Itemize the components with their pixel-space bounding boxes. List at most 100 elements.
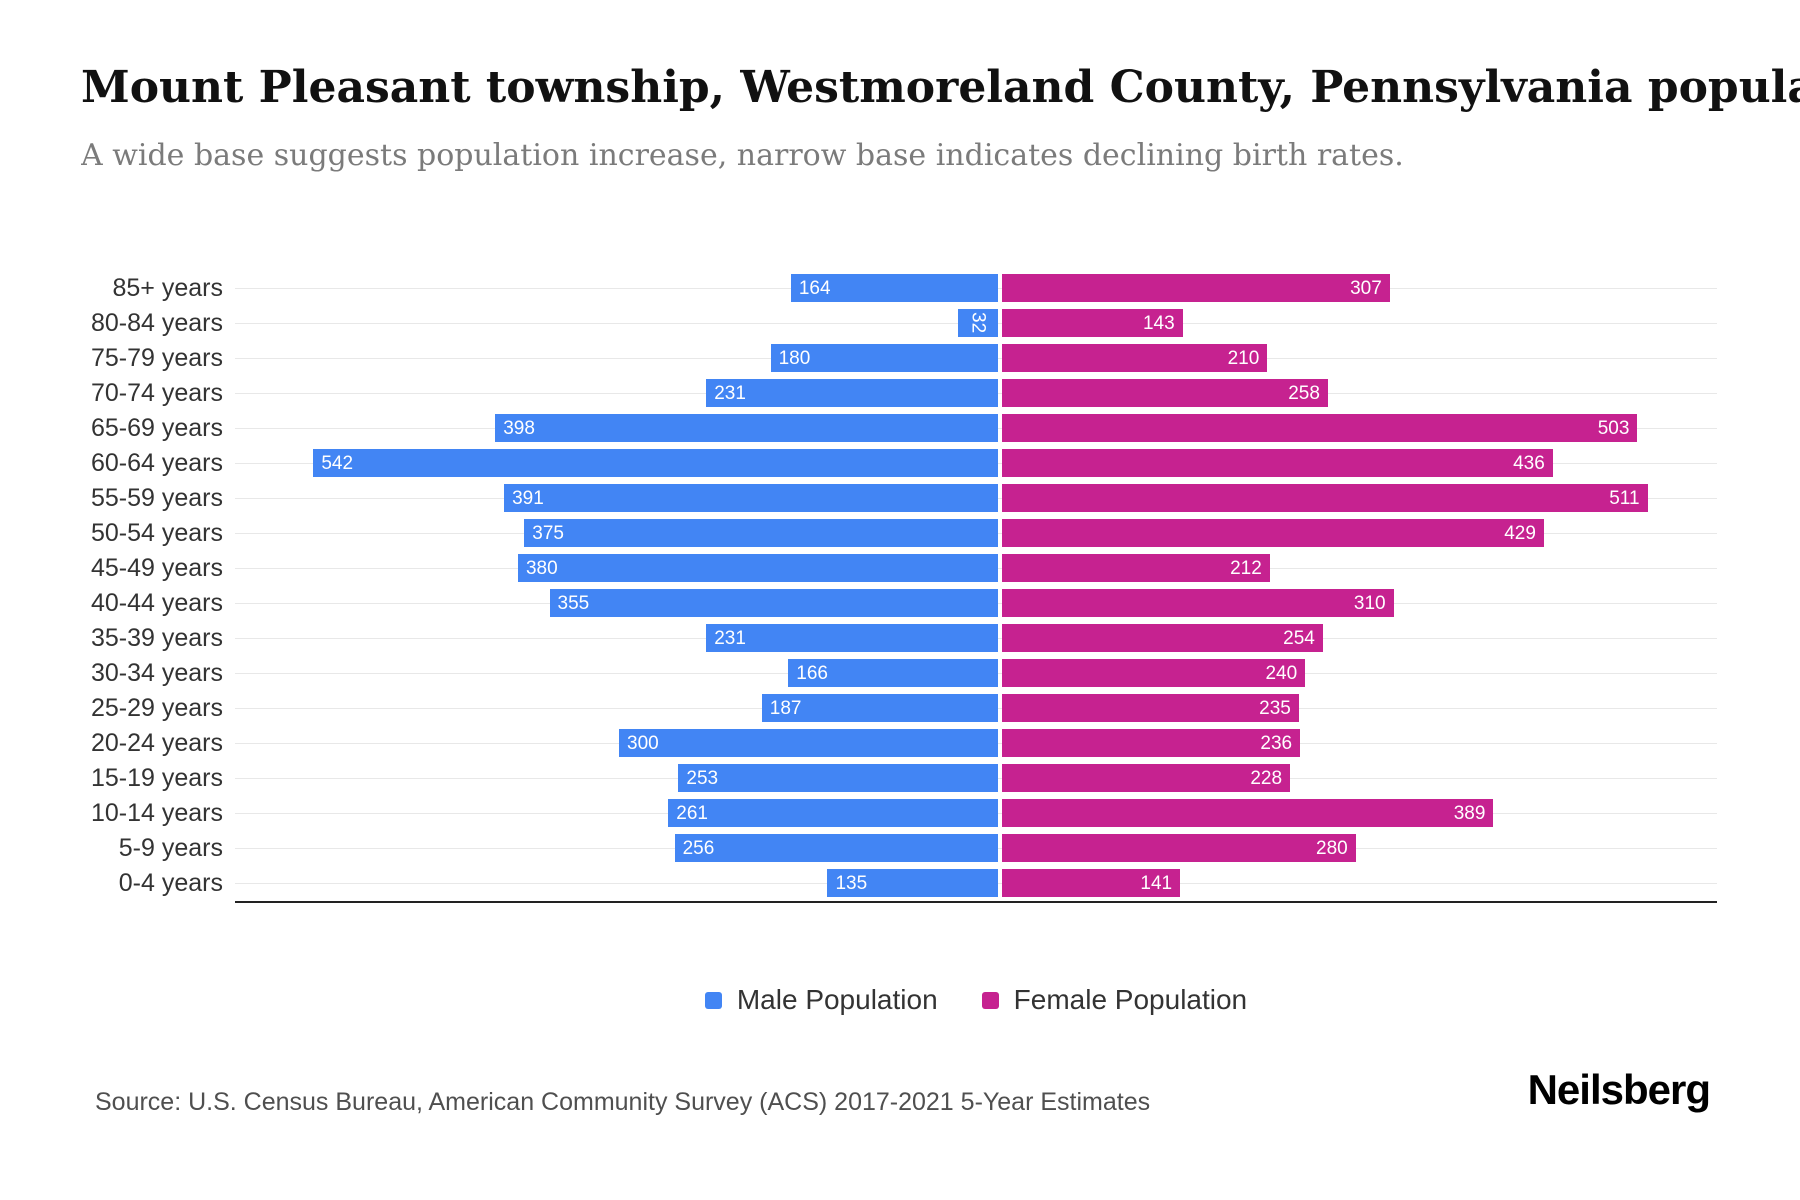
male-bar[interactable]: 542 — [313, 449, 998, 477]
male-bar[interactable]: 253 — [678, 764, 998, 792]
male-bar[interactable]: 187 — [761, 694, 998, 722]
female-bar[interactable]: 212 — [1002, 554, 1270, 582]
legend-item-female[interactable]: Female Population — [981, 984, 1247, 1016]
female-bar[interactable]: 511 — [1002, 484, 1648, 512]
male-legend-swatch-icon — [704, 991, 722, 1009]
age-group-label: 50-54 years — [90, 519, 223, 547]
row-plot-area: 187 235 — [235, 691, 1717, 726]
female-bar[interactable]: 228 — [1002, 764, 1291, 792]
male-bar[interactable]: 231 — [706, 379, 998, 407]
pyramid-row: 25-29 years 187 235 — [0, 691, 1800, 726]
pyramid-row: 60-64 years 542 436 — [0, 446, 1800, 481]
row-plot-area: 135 141 — [235, 866, 1717, 901]
pyramid-row: 75-79 years 180 210 — [0, 341, 1800, 376]
row-plot-area: 542 436 — [235, 446, 1717, 481]
row-plot-area: 231 258 — [235, 376, 1717, 411]
row-plot-area: 261 389 — [235, 796, 1717, 831]
pyramid-row: 10-14 years 261 389 — [0, 796, 1800, 831]
male-bar-value: 164 — [798, 277, 831, 299]
female-bar-value: 310 — [1353, 592, 1386, 614]
female-bar[interactable]: 436 — [1002, 449, 1553, 477]
pyramid-row: 5-9 years 256 280 — [0, 831, 1800, 866]
chart-title: Mount Pleasant township, Westmoreland Co… — [81, 62, 1800, 113]
male-bar-value: 375 — [532, 522, 564, 544]
male-bar-value: 32 — [967, 312, 989, 334]
chart-legend: Male Population Female Population — [235, 984, 1717, 1016]
female-bar[interactable]: 141 — [1002, 869, 1181, 897]
pyramid-row: 0-4 years 135 141 — [0, 866, 1800, 901]
age-group-label: 60-64 years — [90, 449, 223, 477]
male-bar[interactable]: 180 — [770, 344, 998, 372]
male-bar[interactable]: 375 — [524, 519, 998, 547]
row-plot-area: 164 307 — [235, 271, 1717, 306]
age-group-label: 70-74 years — [90, 379, 223, 407]
row-plot-area: 375 429 — [235, 516, 1717, 551]
female-bar-value: 236 — [1260, 732, 1293, 754]
legend-item-male[interactable]: Male Population — [704, 984, 938, 1016]
pyramid-row: 20-24 years 300 236 — [0, 726, 1800, 761]
female-bar[interactable]: 503 — [1002, 414, 1638, 442]
row-plot-area: 380 212 — [235, 551, 1717, 586]
female-bar[interactable]: 143 — [1002, 309, 1183, 337]
female-bar[interactable]: 235 — [1002, 694, 1299, 722]
male-bar[interactable]: 380 — [517, 554, 998, 582]
female-bar-value: 511 — [1609, 487, 1640, 509]
male-bar[interactable]: 32 — [957, 309, 998, 337]
male-bar[interactable]: 231 — [706, 624, 998, 652]
pyramid-row: 50-54 years 375 429 — [0, 516, 1800, 551]
male-bar[interactable]: 256 — [674, 834, 998, 862]
female-bar[interactable]: 258 — [1002, 379, 1328, 407]
female-bar[interactable]: 389 — [1002, 799, 1494, 827]
female-bar[interactable]: 429 — [1002, 519, 1544, 547]
male-bar[interactable]: 398 — [495, 414, 998, 442]
row-plot-area: 32 143 — [235, 306, 1717, 341]
female-bar[interactable]: 280 — [1002, 834, 1356, 862]
age-group-label: 65-69 years — [90, 414, 223, 442]
female-bar[interactable]: 307 — [1002, 274, 1390, 302]
female-bar-value: 307 — [1350, 277, 1382, 299]
male-bar[interactable]: 135 — [827, 869, 998, 897]
male-bar-value: 300 — [627, 732, 659, 754]
male-bar-value: 380 — [525, 557, 558, 579]
female-legend-swatch-icon — [981, 991, 999, 1009]
pyramid-row: 15-19 years 253 228 — [0, 761, 1800, 796]
female-bar[interactable]: 240 — [1002, 659, 1306, 687]
female-bar[interactable]: 254 — [1002, 624, 1323, 652]
female-bar-value: 143 — [1142, 312, 1175, 334]
row-plot-area: 355 310 — [235, 586, 1717, 621]
female-bar-value: 280 — [1316, 837, 1348, 859]
female-bar-value: 389 — [1453, 802, 1486, 824]
male-bar[interactable]: 391 — [504, 484, 998, 512]
male-bar-value: 391 — [512, 487, 544, 509]
neilsberg-logo: Neilsberg — [1527, 1066, 1711, 1113]
female-bar[interactable]: 310 — [1002, 589, 1394, 617]
pyramid-row: 70-74 years 231 258 — [0, 376, 1800, 411]
male-bar-value: 231 — [714, 627, 746, 649]
age-group-label: 45-49 years — [90, 554, 223, 582]
male-bar[interactable]: 261 — [668, 799, 998, 827]
male-bar[interactable]: 166 — [788, 659, 998, 687]
female-bar-value: 210 — [1227, 347, 1260, 369]
male-bar[interactable]: 355 — [549, 589, 998, 617]
pyramid-row: 40-44 years 355 310 — [0, 586, 1800, 621]
female-bar-value: 436 — [1513, 452, 1545, 474]
male-bar[interactable]: 300 — [619, 729, 998, 757]
female-bar-value: 254 — [1283, 627, 1315, 649]
age-group-label: 80-84 years — [90, 309, 223, 337]
female-bar[interactable]: 210 — [1002, 344, 1268, 372]
age-group-label: 25-29 years — [90, 694, 223, 722]
x-axis-line — [235, 901, 1717, 903]
row-plot-area: 398 503 — [235, 411, 1717, 446]
pyramid-row: 80-84 years 32 143 — [0, 306, 1800, 341]
age-group-label: 5-9 years — [118, 834, 223, 862]
male-bar-value: 187 — [769, 697, 802, 719]
female-bar-value: 258 — [1288, 382, 1320, 404]
female-bar-value: 503 — [1597, 417, 1630, 439]
age-group-label: 40-44 years — [90, 589, 223, 617]
female-bar[interactable]: 236 — [1002, 729, 1301, 757]
male-bar-value: 253 — [686, 767, 719, 789]
age-group-label: 0-4 years — [118, 869, 223, 897]
row-plot-area: 300 236 — [235, 726, 1717, 761]
male-bar[interactable]: 164 — [790, 274, 998, 302]
